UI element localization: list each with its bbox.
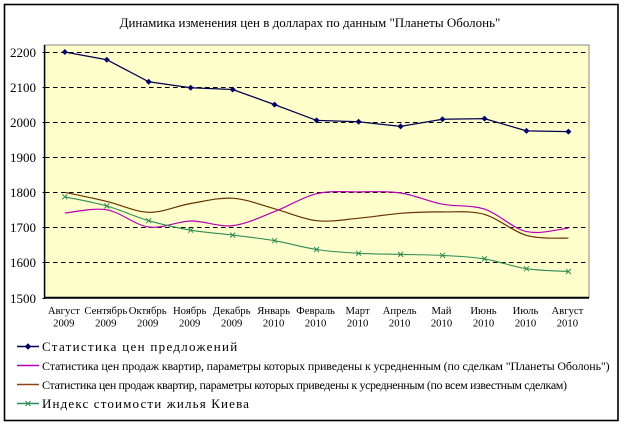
- svg-text:2010: 2010: [263, 318, 284, 330]
- svg-text:Май: Май: [432, 305, 452, 317]
- svg-text:Июнь: Июнь: [470, 305, 496, 317]
- svg-text:Ноябрь: Ноябрь: [173, 305, 207, 317]
- svg-text:1600: 1600: [10, 255, 36, 270]
- svg-text:Статистика цен предложений: Статистика цен предложений: [42, 339, 238, 354]
- svg-text:1700: 1700: [10, 220, 36, 235]
- svg-text:2010: 2010: [557, 318, 578, 330]
- svg-text:Август: Август: [551, 305, 583, 317]
- svg-text:Октябрь: Октябрь: [129, 305, 167, 317]
- svg-text:Март: Март: [346, 305, 370, 317]
- svg-text:Февраль: Февраль: [296, 305, 335, 317]
- svg-text:1800: 1800: [10, 185, 36, 200]
- svg-text:Август: Август: [48, 305, 80, 317]
- svg-text:2010: 2010: [347, 318, 368, 330]
- svg-text:2009: 2009: [53, 318, 74, 330]
- svg-text:2010: 2010: [515, 318, 536, 330]
- svg-text:Январь: Январь: [257, 305, 290, 317]
- svg-text:2200: 2200: [10, 45, 36, 60]
- svg-text:Динамика изменения цен в долла: Динамика изменения цен в долларах по дан…: [120, 15, 501, 30]
- svg-text:2010: 2010: [473, 318, 494, 330]
- svg-text:Декабрь: Декабрь: [213, 305, 251, 317]
- svg-text:Статистика цен продаж квартир,: Статистика цен продаж квартир, параметры…: [42, 378, 567, 392]
- svg-text:1900: 1900: [10, 150, 36, 165]
- svg-text:2010: 2010: [305, 318, 326, 330]
- svg-text:1500: 1500: [10, 291, 36, 306]
- svg-text:2100: 2100: [10, 80, 36, 95]
- svg-text:2009: 2009: [137, 318, 158, 330]
- svg-text:2009: 2009: [221, 318, 242, 330]
- svg-text:Сентябрь: Сентябрь: [84, 305, 127, 317]
- svg-text:2009: 2009: [95, 318, 116, 330]
- svg-text:2010: 2010: [389, 318, 410, 330]
- svg-text:Статистика цен продаж квартир,: Статистика цен продаж квартир, параметры…: [42, 359, 610, 373]
- svg-text:2009: 2009: [179, 318, 200, 330]
- svg-text:Индекс стоимости жилья Киева: Индекс стоимости жилья Киева: [42, 396, 250, 411]
- svg-text:2010: 2010: [431, 318, 452, 330]
- svg-text:2000: 2000: [10, 115, 36, 130]
- svg-text:Апрель: Апрель: [383, 305, 417, 317]
- svg-text:Июль: Июль: [513, 305, 539, 317]
